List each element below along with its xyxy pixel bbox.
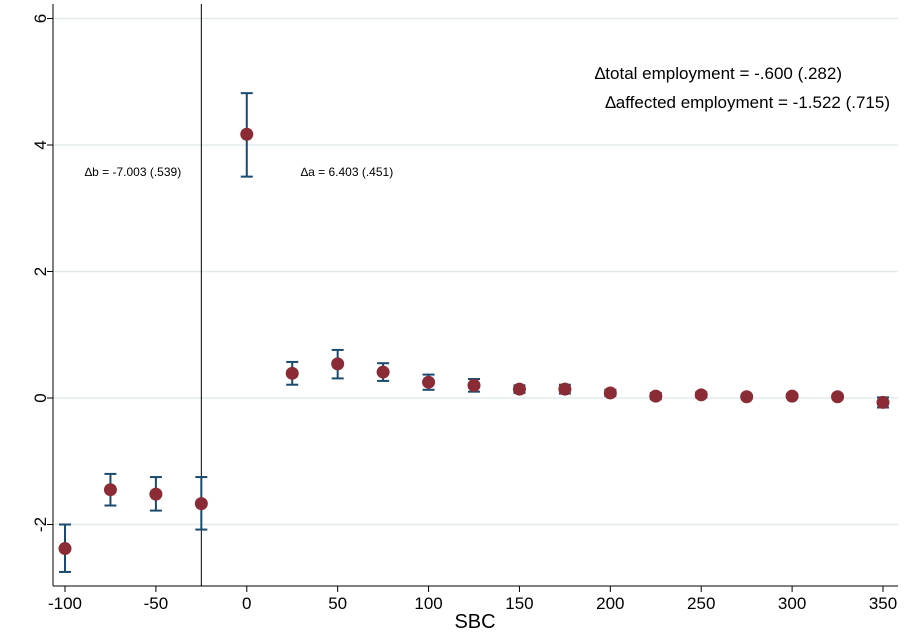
data-point bbox=[240, 127, 254, 141]
data-point-group bbox=[331, 348, 345, 380]
data-point-group bbox=[422, 373, 436, 391]
data-point-group bbox=[512, 382, 526, 396]
data-point bbox=[603, 386, 617, 400]
data-point bbox=[831, 390, 845, 404]
data-point bbox=[331, 357, 345, 371]
data-point bbox=[194, 497, 208, 511]
x-axis-title: SBC bbox=[454, 611, 495, 633]
data-point bbox=[785, 389, 799, 403]
annotation-delta-b: ∆b = -7.003 (.539) bbox=[85, 165, 181, 179]
data-point bbox=[512, 382, 526, 396]
data-point bbox=[694, 388, 708, 402]
axis-ticks: -2 0 2 4 6 -100 -50 0 50 100 150 200 250 300 350 bbox=[31, 14, 897, 613]
data-point-group bbox=[876, 395, 890, 409]
data-point-group bbox=[558, 382, 572, 396]
data-point-group bbox=[740, 390, 754, 404]
data-point-group bbox=[376, 362, 390, 382]
data-point bbox=[876, 395, 890, 409]
y-tick-label: 2 bbox=[31, 267, 50, 276]
x-tick-label: 150 bbox=[505, 594, 533, 613]
data-point bbox=[376, 365, 390, 379]
data-point-group bbox=[103, 472, 117, 507]
data-point bbox=[103, 483, 117, 497]
y-tick-label: 4 bbox=[31, 140, 50, 149]
annotation-total-employment: ∆total employment = -.600 (.282) bbox=[595, 64, 842, 83]
data-point-group bbox=[58, 523, 72, 573]
y-tick-label: -2 bbox=[31, 517, 50, 532]
data-point bbox=[649, 389, 663, 403]
data-point-group bbox=[285, 360, 299, 386]
x-tick-label: 300 bbox=[778, 594, 806, 613]
data-point bbox=[740, 390, 754, 404]
x-tick-label: 100 bbox=[414, 594, 442, 613]
data-point bbox=[149, 487, 163, 501]
data-point-group bbox=[194, 476, 208, 531]
y-tick-label: 0 bbox=[31, 393, 50, 402]
data-point-group bbox=[149, 476, 163, 512]
data-point-group bbox=[694, 388, 708, 402]
data-point-group bbox=[467, 378, 481, 393]
data-point-group bbox=[785, 389, 799, 403]
x-tick-label: 50 bbox=[328, 594, 347, 613]
data-marks bbox=[58, 92, 890, 573]
data-point-group bbox=[240, 92, 254, 178]
x-tick-label: 350 bbox=[869, 594, 897, 613]
data-point bbox=[558, 382, 572, 396]
x-tick-label: 250 bbox=[687, 594, 715, 613]
data-point bbox=[422, 375, 436, 389]
data-point bbox=[467, 378, 481, 392]
data-point-group bbox=[831, 390, 845, 404]
data-point bbox=[58, 542, 72, 556]
annotation-affected-employment: ∆affected employment = -1.522 (.715) bbox=[605, 93, 890, 112]
x-tick-label: -100 bbox=[48, 594, 82, 613]
data-point-group bbox=[649, 389, 663, 403]
data-point-group bbox=[603, 386, 617, 400]
grid-lines bbox=[53, 17, 898, 526]
annotation-delta-a: ∆a = 6.403 (.451) bbox=[301, 165, 393, 179]
x-tick-label: -50 bbox=[144, 594, 169, 613]
data-point bbox=[285, 366, 299, 380]
x-tick-label: 0 bbox=[242, 594, 251, 613]
x-tick-label: 200 bbox=[596, 594, 624, 613]
y-tick-label: 6 bbox=[31, 14, 50, 23]
